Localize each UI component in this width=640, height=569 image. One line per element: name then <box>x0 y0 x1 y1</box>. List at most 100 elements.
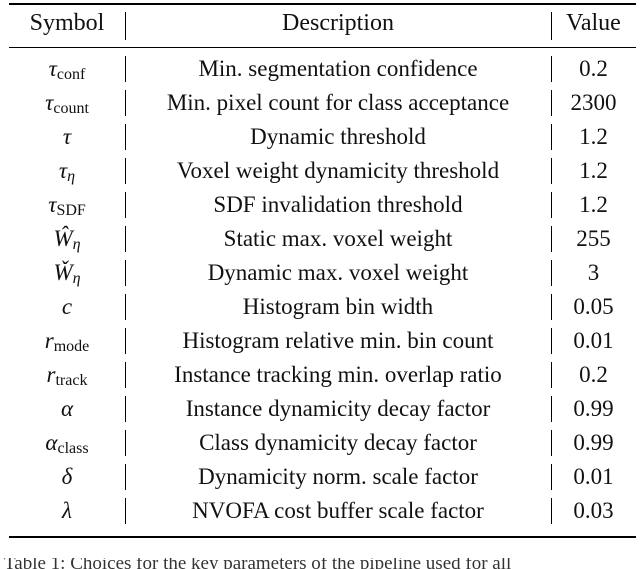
column-divider-1 <box>125 396 126 422</box>
symbol-base: τ <box>48 56 57 81</box>
description-cell: Histogram relative min. bin count <box>182 328 494 353</box>
symbol-base: c <box>61 294 73 319</box>
symbol-subscript: η <box>67 168 76 185</box>
symbol-base: τ <box>48 192 57 217</box>
symbol-cell: r track <box>9 358 125 392</box>
symbol-cell: δ <box>9 460 125 494</box>
table-row: τ count Min. pixel count for class accepta… <box>9 86 636 120</box>
caption-text: Table 1: Choices for the key parameters … <box>4 558 512 569</box>
description-cell: Instance tracking min. overlap ratio <box>174 362 502 387</box>
value-cell: 1.2 <box>579 124 608 149</box>
value-cell: 0.99 <box>573 396 614 421</box>
symbol-base: α <box>45 430 58 455</box>
header-value: Value <box>566 9 621 36</box>
symbol-subscript: η <box>72 236 81 253</box>
symbol-base: δ <box>61 464 73 489</box>
symbol-cell: τ SDF <box>9 188 125 222</box>
value-cell: 0.03 <box>573 498 614 523</box>
symbol-subscript: mode <box>53 338 90 355</box>
description-cell: Instance dynamicity decay factor <box>185 396 491 421</box>
table-caption: Table 1: Choices for the key parameters … <box>0 558 640 569</box>
column-divider-1 <box>125 56 126 82</box>
description-cell: Dynamicity norm. scale factor <box>198 464 478 489</box>
column-divider-2 <box>551 90 552 116</box>
table-row: W̌ η Dynamic max. voxel weight 3 <box>9 256 636 290</box>
symbol-base: τ <box>58 158 68 183</box>
column-divider-1 <box>125 498 126 524</box>
table-row: δ Dynamicity norm. scale factor 0.01 <box>9 460 636 494</box>
column-divider-2 <box>551 260 552 286</box>
value-cell: 1.2 <box>579 158 608 183</box>
description-cell: Dynamic max. voxel weight <box>207 260 469 285</box>
column-divider-1 <box>125 192 126 218</box>
column-divider-2 <box>551 362 552 388</box>
column-divider-1 <box>125 294 126 320</box>
description-cell: NVOFA cost buffer scale factor <box>192 498 484 523</box>
symbol-cell: τ <box>9 120 125 154</box>
value-cell: 0.01 <box>573 328 614 353</box>
value-cell: 0.01 <box>573 464 614 489</box>
header-divider-1 <box>125 12 126 40</box>
column-divider-1 <box>125 464 126 490</box>
symbol-base: τ <box>62 124 72 149</box>
description-cell: Histogram bin width <box>242 294 434 319</box>
top-rule <box>9 3 636 5</box>
table-row: r mode Histogram relative min. bin count 0.… <box>9 324 636 358</box>
column-divider-1 <box>125 158 126 184</box>
symbol-base: λ <box>62 498 72 523</box>
column-divider-1 <box>125 90 126 116</box>
symbol-subscript: SDF <box>56 202 86 219</box>
value-cell: 2300 <box>570 90 617 115</box>
table-row: τ SDF SDF invalidation threshold 1.2 <box>9 188 636 222</box>
value-cell: 0.2 <box>579 362 608 387</box>
symbol-cell: c <box>9 290 125 324</box>
table-row: τ conf Min. segmentation confidence 0.2 <box>9 52 636 86</box>
column-divider-2 <box>551 124 552 150</box>
symbol-subscript: track <box>55 372 88 389</box>
description-cell: Voxel weight dynamicity threshold <box>176 158 500 183</box>
symbol-base: r <box>44 328 54 353</box>
symbol-subscript: class <box>57 440 89 457</box>
column-divider-1 <box>125 328 126 354</box>
column-divider-1 <box>125 226 126 252</box>
header-divider-2 <box>551 12 552 40</box>
column-divider-2 <box>551 192 552 218</box>
column-divider-2 <box>551 56 552 82</box>
symbol-base: τ <box>45 90 54 115</box>
symbol-cell: r mode <box>9 324 125 358</box>
symbol-cell: τ conf <box>9 52 125 86</box>
table-row: α class Class dynamicity decay factor 0.99 <box>9 426 636 460</box>
symbol-cell: τ count <box>9 86 125 120</box>
table-row: τ Dynamic threshold 1.2 <box>9 120 636 154</box>
symbol-base: r <box>46 362 56 387</box>
value-cell: 255 <box>576 226 611 251</box>
description-cell: Static max. voxel weight <box>223 226 453 251</box>
table-row: τ η Voxel weight dynamicity threshold 1.2 <box>9 154 636 188</box>
description-cell: SDF invalidation threshold <box>213 192 463 217</box>
description-cell: Class dynamicity decay factor <box>199 430 477 455</box>
value-cell: 1.2 <box>579 192 608 217</box>
value-cell: 0.99 <box>573 430 614 455</box>
symbol-base: Ŵ <box>53 226 73 251</box>
header-description: Description <box>282 9 394 36</box>
column-divider-1 <box>125 124 126 150</box>
description-cell: Min. pixel count for class acceptance <box>166 90 510 115</box>
table-row: α Instance dynamicity decay factor 0.99 <box>9 392 636 426</box>
header-rule <box>9 47 636 48</box>
symbol-cell: α <box>9 392 125 426</box>
description-cell: Dynamic threshold <box>250 124 426 149</box>
symbol-cell: W̌ η <box>9 256 125 290</box>
header-row: Symbol Description Value <box>9 6 636 40</box>
column-divider-2 <box>551 158 552 184</box>
symbol-base: α <box>60 396 74 421</box>
value-cell: 3 <box>587 260 600 285</box>
column-divider-1 <box>125 430 126 456</box>
column-divider-2 <box>551 226 552 252</box>
column-divider-1 <box>125 260 126 286</box>
table-row: c Histogram bin width 0.05 <box>9 290 636 324</box>
value-cell: 0.05 <box>573 294 614 319</box>
table-row: λ NVOFA cost buffer scale factor 0.03 <box>9 494 636 528</box>
